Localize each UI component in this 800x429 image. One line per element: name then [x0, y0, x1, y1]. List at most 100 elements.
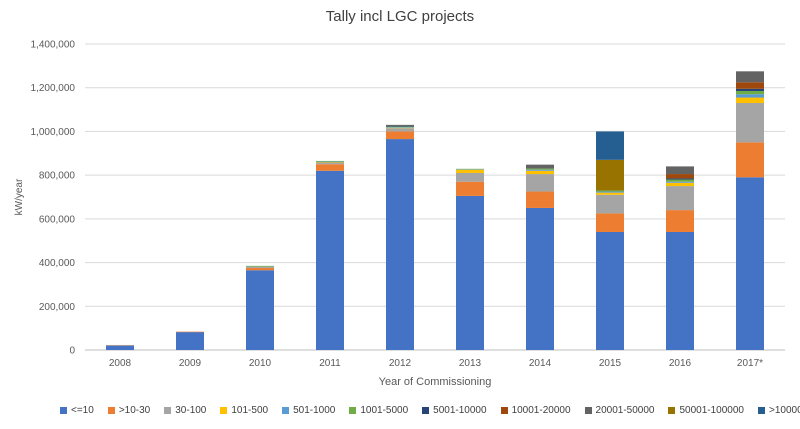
legend-label: >100000 — [768, 405, 800, 416]
legend-label: 50001-100000 — [679, 405, 744, 416]
x-tick-label: 2010 — [249, 358, 272, 369]
y-axis-label: kW/year — [14, 178, 25, 215]
bar-segment — [106, 344, 134, 346]
y-tick-labels: 0 200,000 400,000 600,000 800,000 1,000,000 1,… — [31, 40, 76, 357]
bar-segment — [596, 194, 624, 214]
bar-segment — [596, 213, 624, 232]
legend-label: 5001-10000 — [433, 405, 487, 416]
x-tick-label: 2013 — [459, 358, 482, 369]
legend-label: 20001-50000 — [595, 405, 655, 416]
bar-segment — [386, 128, 414, 132]
legend-label: 101-500 — [231, 405, 269, 416]
legend-item: <=10 — [60, 405, 94, 416]
y-tick-label: 800,000 — [39, 171, 76, 182]
bar-segment — [176, 332, 204, 350]
bar-segment — [456, 195, 484, 350]
bar-segment — [596, 131, 624, 160]
legend-label: <=10 — [71, 405, 94, 416]
bar-segment — [666, 166, 694, 175]
bar-segment — [666, 182, 694, 187]
x-tick-label: 2015 — [599, 358, 622, 369]
legend-item: 10001-20000 — [500, 405, 571, 416]
y-tick-label: 400,000 — [39, 258, 76, 269]
bar-segment — [666, 181, 694, 183]
bar-segment — [386, 125, 414, 127]
x-tick-label: 2017* — [737, 358, 763, 369]
bar-segment — [456, 169, 484, 170]
bar-segment — [736, 71, 764, 83]
bar-segment — [176, 331, 204, 333]
legend-swatch — [584, 407, 592, 414]
bar-segment — [456, 172, 484, 182]
x-tick-label: 2008 — [109, 358, 132, 369]
bar-segment — [526, 168, 554, 170]
bar-segment — [386, 131, 414, 140]
legend-swatch — [668, 407, 676, 414]
x-tick-label: 2012 — [389, 358, 412, 369]
legend-swatch — [282, 407, 290, 414]
bar-segment — [666, 210, 694, 232]
bar-segment — [666, 178, 694, 180]
bar-segment — [106, 345, 134, 350]
legend-item: 501-1000 — [282, 405, 335, 416]
bar-segment — [526, 164, 554, 169]
bar-segment — [526, 174, 554, 192]
legend-swatch — [60, 407, 67, 414]
bar-segment — [246, 266, 274, 267]
y-tick-label: 600,000 — [39, 214, 76, 225]
bar-segment — [246, 268, 274, 271]
bar-segment — [456, 169, 484, 173]
bar-segment — [456, 181, 484, 196]
x-tick-label: 2016 — [669, 358, 692, 369]
bar-segment — [596, 191, 624, 193]
bar-segment — [246, 270, 274, 350]
bar-segment — [316, 162, 344, 163]
legend-item: >10-30 — [107, 405, 151, 416]
bar-segment — [666, 179, 694, 182]
legend-label: 30-100 — [175, 405, 207, 416]
legend-swatch — [757, 407, 765, 414]
bar-segment — [246, 266, 274, 269]
legend-swatch — [164, 407, 172, 414]
chart-svg: 0 200,000 400,000 600,000 800,000 1,000,000 1,… — [14, 40, 785, 388]
x-tick-label: 2009 — [179, 358, 202, 369]
bar-segment — [736, 82, 764, 89]
legend-item: 50001-100000 — [668, 405, 744, 416]
bar-segment — [666, 174, 694, 179]
bar-segment — [526, 207, 554, 350]
bar-segment — [526, 191, 554, 208]
y-tick-label: 200,000 — [39, 302, 76, 313]
bar-segment — [386, 126, 414, 128]
chart-title: Tally incl LGC projects — [325, 8, 475, 25]
bar-segment — [736, 97, 764, 104]
legend-label: >10-30 — [118, 405, 151, 416]
bar-segment — [386, 127, 414, 129]
y-tick-label: 1,000,000 — [31, 127, 76, 138]
legend-swatch — [500, 407, 508, 414]
bar-segment — [386, 127, 414, 128]
bar-segment — [316, 162, 344, 165]
bar-segment — [736, 88, 764, 91]
x-tick-label: 2011 — [319, 358, 341, 369]
legend-label: 1001-5000 — [360, 405, 409, 416]
bar-segment — [666, 186, 694, 211]
bar-segment — [316, 160, 344, 162]
y-tick-label: 1,200,000 — [31, 83, 76, 94]
legend-swatch — [422, 407, 430, 414]
x-axis-label: Year of Commissioning — [379, 376, 492, 388]
legend-item: 20001-50000 — [584, 405, 655, 416]
bar-segment — [596, 190, 624, 192]
bar-segment — [736, 177, 764, 350]
bar-segment — [316, 161, 344, 163]
bar-segment — [526, 170, 554, 175]
bar-segment — [736, 142, 764, 178]
bar-segment — [666, 231, 694, 350]
y-tick-label: 0 — [69, 346, 75, 357]
bar-segment — [316, 170, 344, 350]
legend-item: 1001-5000 — [349, 405, 408, 416]
y-tick-label: 1,400,000 — [31, 40, 76, 51]
bar-segment — [526, 169, 554, 171]
legend-swatch — [220, 407, 228, 414]
bar-segment — [386, 139, 414, 350]
